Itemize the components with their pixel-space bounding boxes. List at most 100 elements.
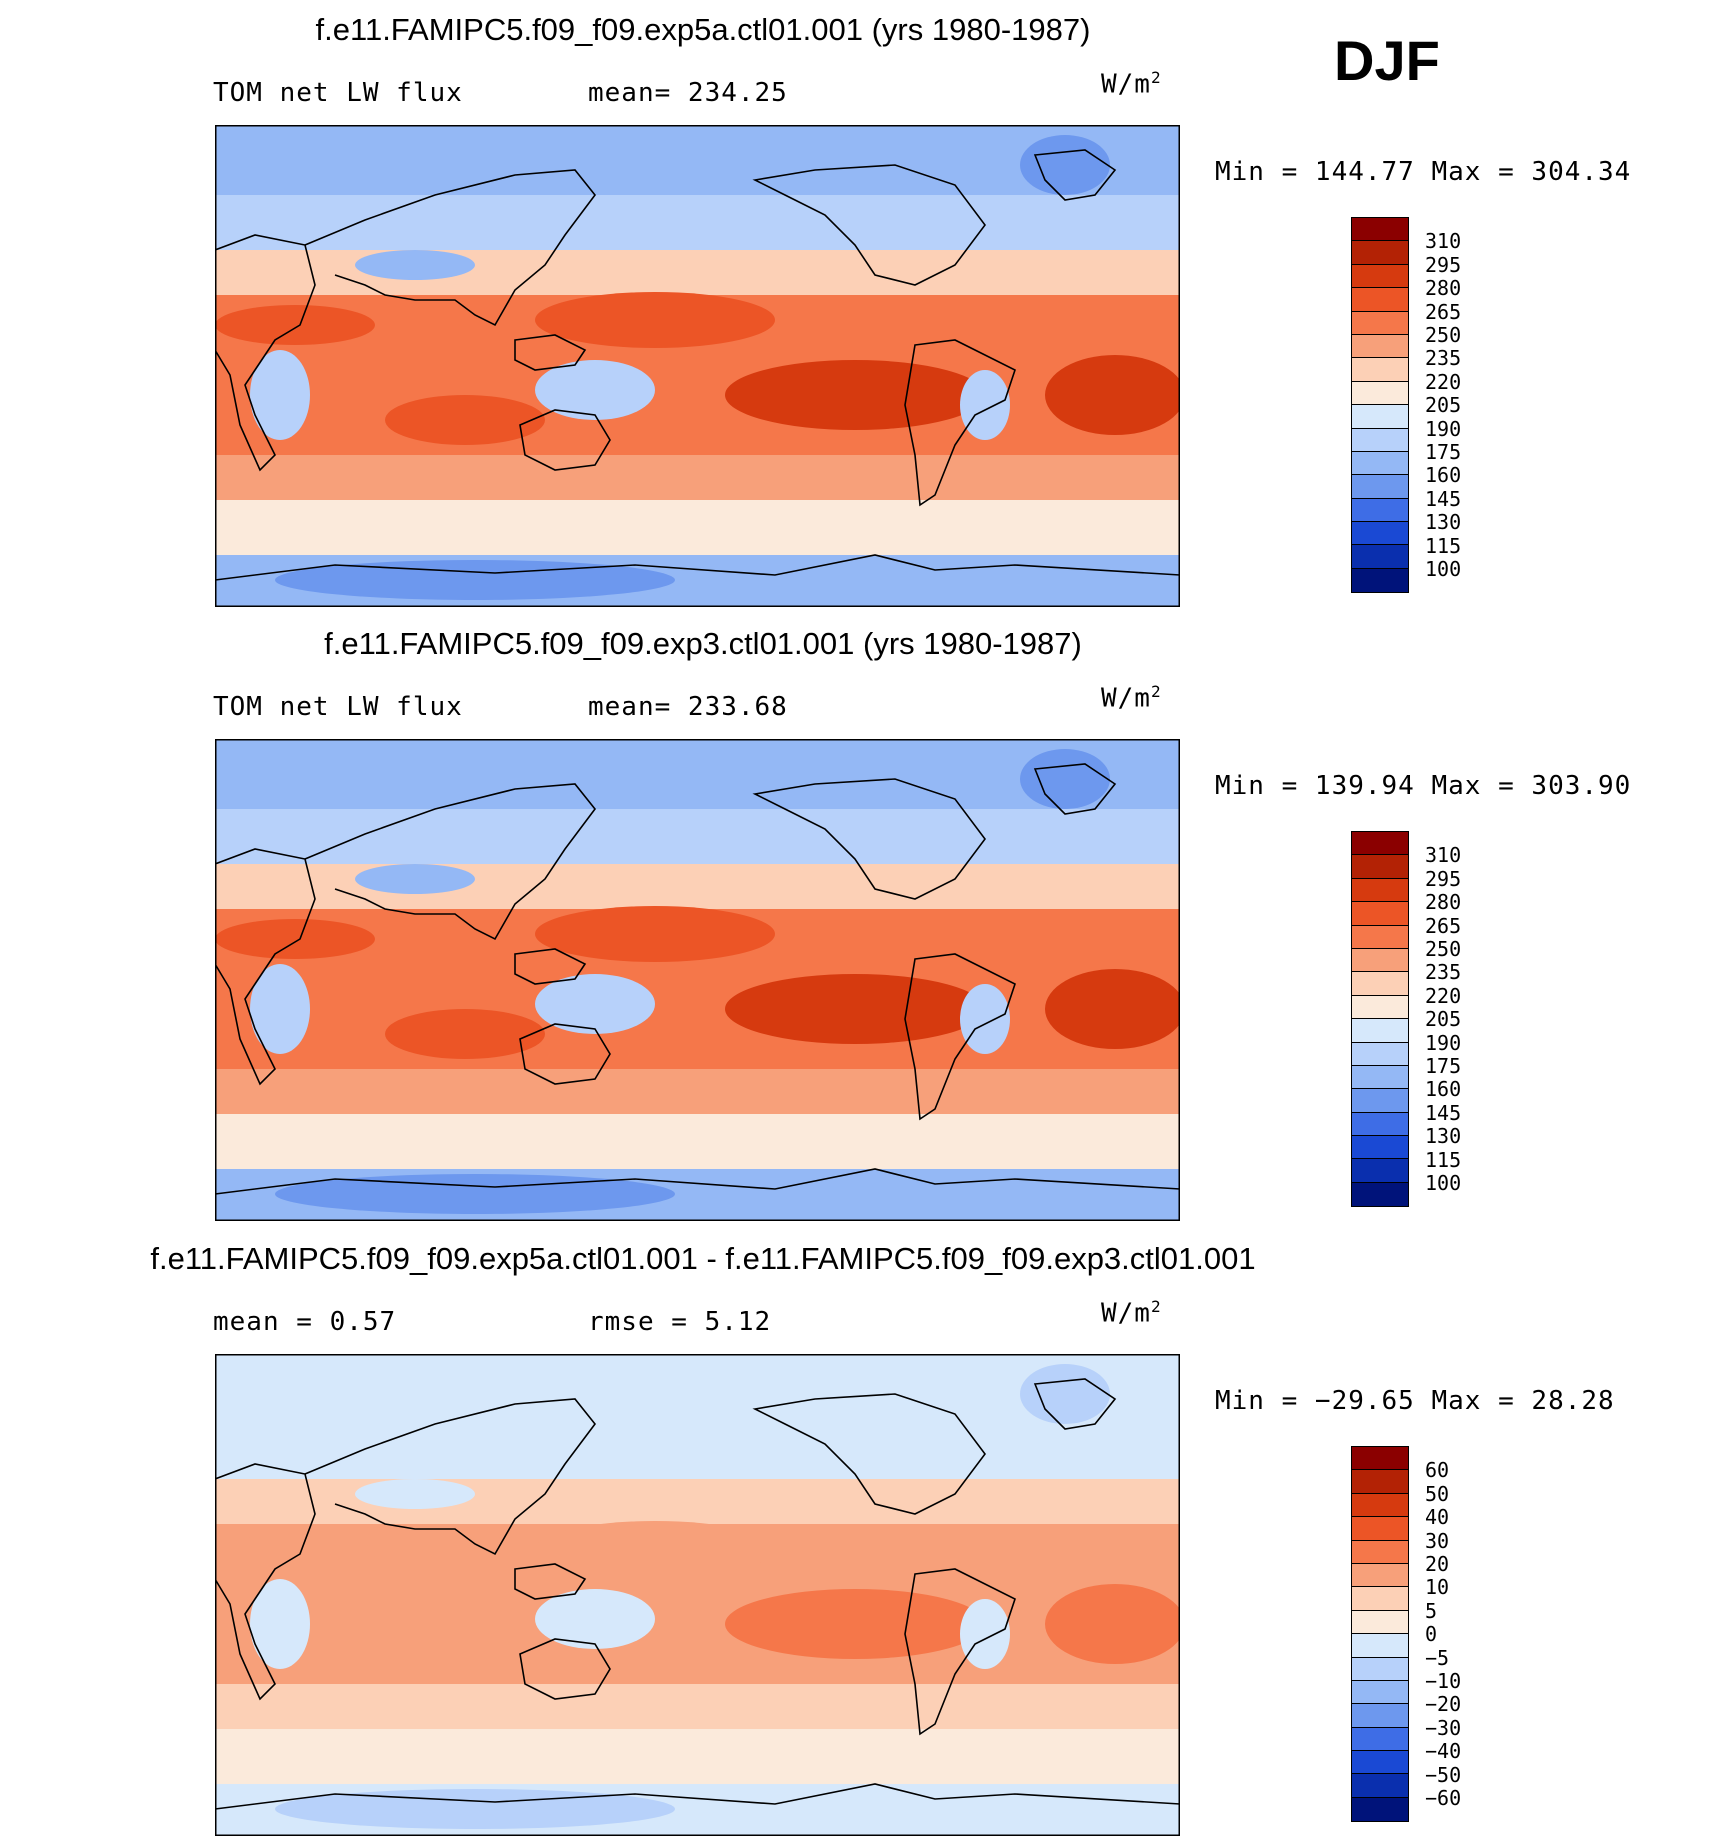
coastline-eurasia [304,783,597,941]
coastline-south-america [904,339,1016,507]
units-superscript: 2 [1150,68,1162,87]
coastline-maritime [514,948,587,985]
colorbar-swatch [1352,1182,1408,1207]
colorbar-swatch [1352,1657,1408,1681]
colorbar: 60 50 40 30 20 10 5 0 −5 −10 −20 −30 −40 −50 −60 [1351,1446,1461,1823]
colorbar-tick-label: 160 [1425,463,1462,488]
colorbar-swatch [1352,1797,1408,1822]
colorbar-tick-label: −20 [1425,1692,1462,1717]
colorbar-tick-label: 100 [1425,557,1462,581]
season-label: DJF [1334,29,1440,92]
colorbar-swatch [1352,1727,1408,1752]
panel-title: f.e11.FAMIPC5.f09_f09.exp5a.ctl01.001 - … [150,1241,1256,1276]
cold-spot-amazon [960,984,1010,1054]
colorbar-box [1351,217,1409,594]
colorbar-swatch [1352,1136,1408,1160]
coastline-greenland [1033,1378,1117,1430]
coastline-north-america [752,1393,986,1515]
warm-core-south-pacific [725,1589,985,1659]
cold-spot-amazon [960,370,1010,440]
coastline-australia [519,1638,611,1700]
band-north-subtropics [215,1479,1180,1524]
cold-spot-greenland [1020,749,1110,809]
colorbar-tick-label: 295 [1425,252,1462,277]
colorbar-swatch [1352,358,1408,382]
cold-spot-maritime-continent [535,360,655,420]
units-superscript: 2 [1150,1297,1162,1316]
colorbar-swatch [1352,381,1408,406]
warm-core-south-pacific [725,974,985,1044]
warm-core-north-africa [215,919,375,959]
colorbar-swatch [1352,948,1408,973]
colorbar-tick-label: 205 [1425,1007,1462,1032]
colorbar-tick-label: 250 [1425,937,1462,961]
colorbar-tick-label: −60 [1425,1786,1462,1810]
colorbar-swatch [1352,288,1408,312]
panel-title: f.e11.FAMIPC5.f09_f09.exp5a.ctl01.001 (y… [315,12,1091,47]
band-north-midlat [215,1424,1180,1479]
coastline-north-america [752,778,986,900]
coastline-eurasia [304,169,597,327]
colorbar-box [1351,831,1409,1208]
colorbar-tick-label: 190 [1425,1030,1462,1055]
cold-spot-central-africa [250,350,310,440]
warm-core-north-africa [215,1534,375,1574]
warm-core-indian-ocean [385,1624,545,1674]
map-contour-field [215,1354,1180,1836]
units-label: W/m2 [1101,1297,1162,1329]
colorbar-swatch [1352,1774,1408,1798]
band-south-midlat [215,1729,1180,1784]
colorbar-swatch [1352,545,1408,569]
colorbar-tick-label: 100 [1425,1171,1462,1195]
colorbar-tick-label: 265 [1425,913,1462,938]
colorbar-swatch [1352,1447,1408,1471]
colorbar-swatch [1352,1680,1408,1705]
warm-core-north-pacific [535,1521,775,1577]
warm-core-indian-ocean [385,395,545,445]
band-north-midlat [215,195,1180,250]
colorbar-swatch [1352,1042,1408,1066]
min-max-label: Min = −29.65 Max = 28.28 [1215,1386,1615,1416]
panel-title: f.e11.FAMIPC5.f09_f09.exp3.ctl01.001 (yr… [324,626,1082,661]
colorbar-tick-label: 175 [1425,1054,1462,1078]
colorbar-swatch [1352,1112,1408,1137]
colorbar-swatch [1352,428,1408,452]
colorbar-tick-label: 310 [1425,229,1462,254]
colorbar-tick-label: 115 [1425,533,1462,558]
cold-spot-tibet [355,1479,475,1509]
colorbar-tick-label: 190 [1425,416,1462,441]
cold-spot-antarctica [275,560,675,600]
warm-core-south-pacific [725,360,985,430]
cold-spot-central-africa [250,964,310,1054]
band-arctic [215,1354,1180,1424]
band-south-midlat [215,500,1180,555]
map-contour-field [215,739,1180,1221]
coastline-australia [519,1023,611,1085]
units-text: W/m [1101,1298,1151,1329]
colorbar-swatch [1352,1065,1408,1090]
warm-core-north-pacific [535,906,775,962]
band-arctic [215,125,1180,195]
colorbar-tick-label: 295 [1425,866,1462,891]
colorbar-tick-label: 115 [1425,1147,1462,1172]
warm-core-indian-ocean [385,1009,545,1059]
colorbar: 310 295 280 265 250 235 220 205 190 175 160 145 130 1… [1351,831,1461,1208]
left-label: TOM net LW flux [213,692,463,722]
colorbar-tick-label: 145 [1425,486,1462,511]
band-south-subtropics [215,1069,1180,1114]
map-frame [215,739,1180,1221]
warm-core-north-africa [215,305,375,345]
band-north-subtropics [215,864,1180,909]
colorbar-swatch [1352,1634,1408,1658]
colorbar-swatch [1352,902,1408,926]
colorbar-tick-label: 220 [1425,369,1462,394]
contour-map [215,125,1180,607]
colorbar-swatch [1352,475,1408,499]
colorbar-swatch [1352,995,1408,1020]
colorbar-tick-label: 40 [1425,1505,1450,1530]
stat-label: mean= 233.68 [588,692,788,722]
colorbar-tick-label: −40 [1425,1739,1462,1764]
colorbar-swatch [1352,1587,1408,1611]
colorbar-tick-label: 205 [1425,393,1462,418]
stat-label: mean= 234.25 [588,78,788,108]
